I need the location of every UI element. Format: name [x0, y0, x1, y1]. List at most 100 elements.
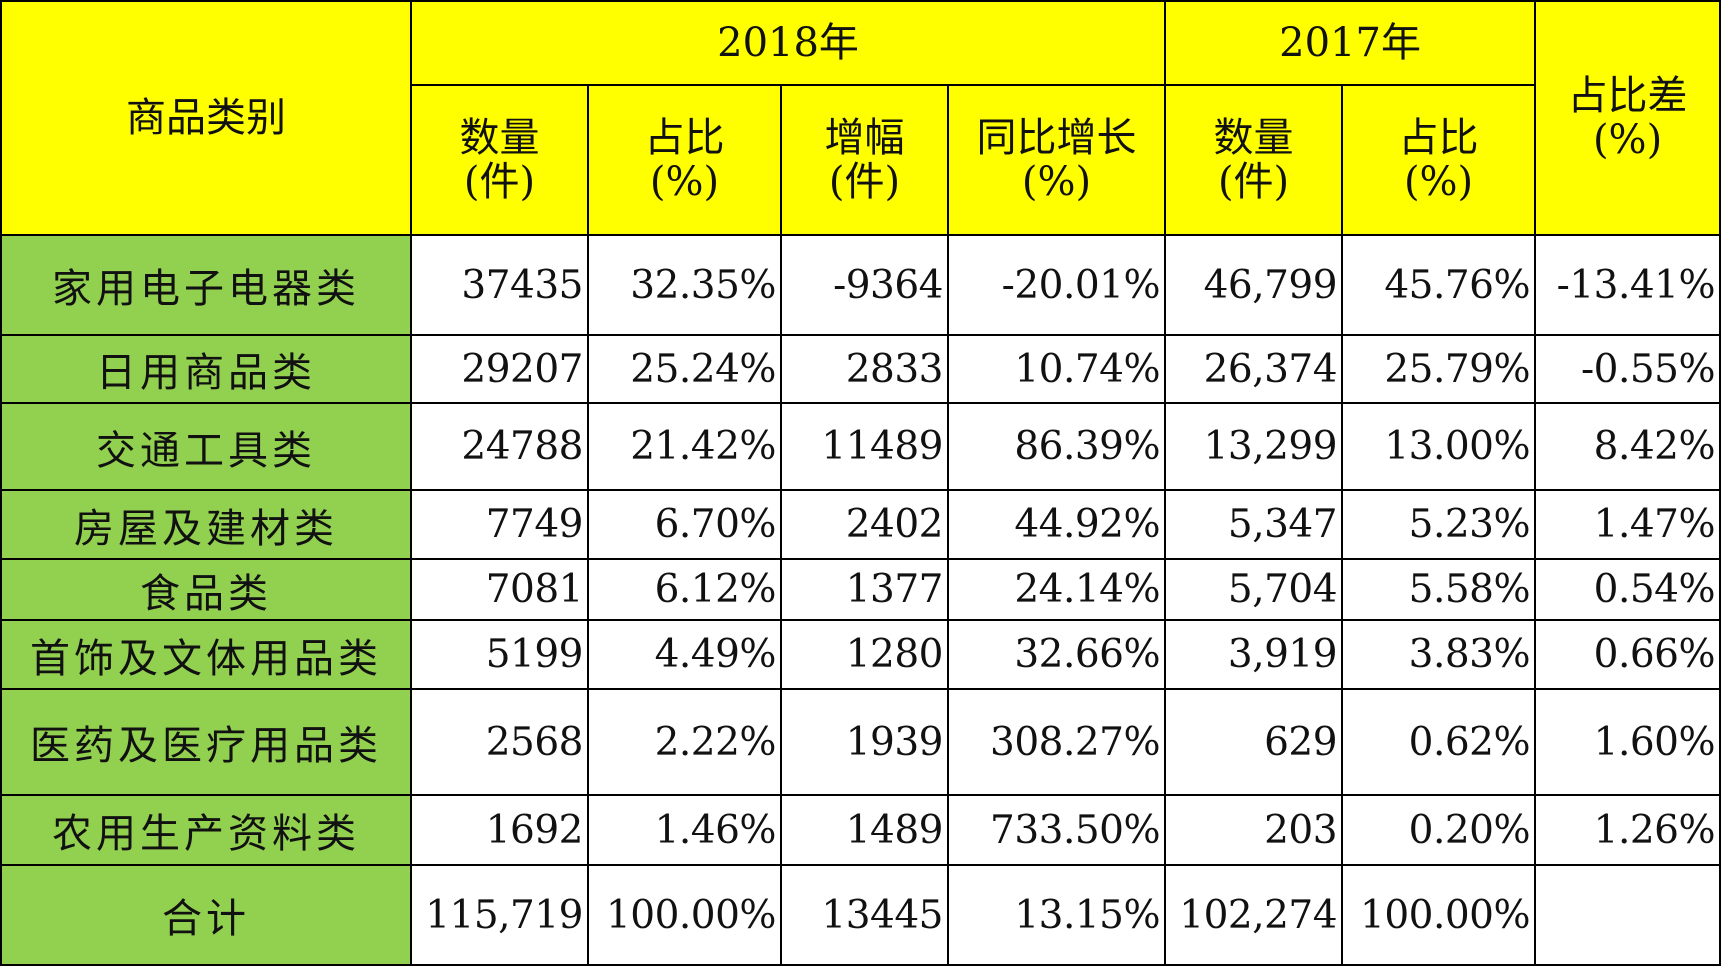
- qty-2017-cell: 102,274: [1164, 864, 1344, 966]
- growth-cell: 1939: [780, 688, 949, 796]
- yoy-cell: 308.27%: [946, 688, 1167, 796]
- share-2018-header-line2: (%): [649, 159, 720, 205]
- qty-2017-cell: 629: [1164, 688, 1344, 796]
- category-cell: 食品类: [0, 558, 412, 621]
- share-2017-cell: 0.62%: [1341, 688, 1537, 796]
- table-row: 食品类 7081 6.12% 1377 24.14% 5,704 5.58% 0…: [0, 558, 1722, 621]
- year-2017-header: 2017年: [1164, 0, 1537, 86]
- share-diff-cell: 1.60%: [1534, 688, 1722, 796]
- yoy-cell: 13.15%: [946, 864, 1167, 966]
- qty-2018-header: 数量 (件): [410, 84, 589, 236]
- qty-2018-header-line2: (件): [463, 159, 536, 205]
- yoy-cell: 32.66%: [946, 619, 1167, 690]
- qty-2018-cell: 7081: [410, 558, 589, 621]
- qty-2017-cell: 203: [1164, 794, 1344, 866]
- qty-2017-header: 数量 (件): [1164, 84, 1344, 236]
- share-diff-cell: 0.66%: [1534, 619, 1722, 690]
- qty-2018-cell: 2568: [410, 688, 589, 796]
- qty-2017-header-line2: (件): [1217, 159, 1290, 205]
- share-2018-cell: 25.24%: [587, 334, 782, 404]
- qty-2017-cell: 46,799: [1164, 234, 1344, 336]
- share-2017-cell: 13.00%: [1341, 402, 1537, 491]
- category-cell: 医药及医疗用品类: [0, 688, 412, 796]
- share-2018-cell: 1.46%: [587, 794, 782, 866]
- qty-2018-header-line1: 数量: [459, 115, 540, 161]
- category-cell: 日用商品类: [0, 334, 412, 404]
- table-row: 家用电子电器类 37435 32.35% -9364 -20.01% 46,79…: [0, 234, 1722, 336]
- share-diff-header: 占比差 (%): [1534, 0, 1722, 236]
- share-diff-cell: 1.26%: [1534, 794, 1722, 866]
- share-2017-header-line2: (%): [1403, 159, 1474, 205]
- growth-cell: -9364: [780, 234, 949, 336]
- category-cell: 房屋及建材类: [0, 489, 412, 560]
- table-row: 房屋及建材类 7749 6.70% 2402 44.92% 5,347 5.23…: [0, 489, 1722, 560]
- table-row: 交通工具类 24788 21.42% 11489 86.39% 13,299 1…: [0, 402, 1722, 491]
- growth-cell: 1280: [780, 619, 949, 690]
- share-diff-cell: 8.42%: [1534, 402, 1722, 491]
- share-2017-cell: 100.00%: [1341, 864, 1537, 966]
- share-2018-header-line1: 占比: [644, 115, 725, 161]
- qty-2018-cell: 29207: [410, 334, 589, 404]
- share-2018-cell: 6.70%: [587, 489, 782, 560]
- category-cell: 首饰及文体用品类: [0, 619, 412, 690]
- share-2017-cell: 5.23%: [1341, 489, 1537, 560]
- qty-2018-cell: 37435: [410, 234, 589, 336]
- growth-cell: 13445: [780, 864, 949, 966]
- yoy-header-line1: 同比增长: [976, 115, 1137, 161]
- share-diff-header-line1: 占比差: [1567, 73, 1688, 119]
- category-cell: 农用生产资料类: [0, 794, 412, 866]
- qty-2017-header-line1: 数量: [1213, 115, 1294, 161]
- qty-2017-cell: 5,704: [1164, 558, 1344, 621]
- share-2017-cell: 25.79%: [1341, 334, 1537, 404]
- qty-2018-cell: 1692: [410, 794, 589, 866]
- qty-2018-cell: 24788: [410, 402, 589, 491]
- yoy-cell: 733.50%: [946, 794, 1167, 866]
- yoy-cell: 44.92%: [946, 489, 1167, 560]
- yoy-cell: 10.74%: [946, 334, 1167, 404]
- qty-2017-cell: 5,347: [1164, 489, 1344, 560]
- qty-2017-cell: 13,299: [1164, 402, 1344, 491]
- share-2018-cell: 6.12%: [587, 558, 782, 621]
- growth-cell: 11489: [780, 402, 949, 491]
- share-2018-header: 占比 (%): [587, 84, 782, 236]
- category-cell: 家用电子电器类: [0, 234, 412, 336]
- yoy-cell: -20.01%: [946, 234, 1167, 336]
- share-2017-header: 占比 (%): [1341, 84, 1537, 236]
- category-header: 商品类别: [0, 0, 412, 236]
- table-row: 医药及医疗用品类 2568 2.22% 1939 308.27% 629 0.6…: [0, 688, 1722, 796]
- share-2017-cell: 5.58%: [1341, 558, 1537, 621]
- share-2017-header-line1: 占比: [1398, 115, 1479, 161]
- table-row: 首饰及文体用品类 5199 4.49% 1280 32.66% 3,919 3.…: [0, 619, 1722, 690]
- share-diff-cell: -0.55%: [1534, 334, 1722, 404]
- growth-cell: 2402: [780, 489, 949, 560]
- category-cell: 合计: [0, 864, 412, 966]
- share-diff-cell: 0.54%: [1534, 558, 1722, 621]
- share-diff-header-line2: (%): [1592, 117, 1663, 163]
- share-2017-cell: 45.76%: [1341, 234, 1537, 336]
- share-2017-cell: 3.83%: [1341, 619, 1537, 690]
- qty-2018-cell: 115,719: [410, 864, 589, 966]
- yoy-header-line2: (%): [1021, 159, 1092, 205]
- table-row-total: 合计 115,719 100.00% 13445 13.15% 102,274 …: [0, 864, 1722, 966]
- share-2018-cell: 2.22%: [587, 688, 782, 796]
- growth-cell: 1489: [780, 794, 949, 866]
- category-cell: 交通工具类: [0, 402, 412, 491]
- growth-cell: 1377: [780, 558, 949, 621]
- share-2018-cell: 4.49%: [587, 619, 782, 690]
- qty-2018-cell: 5199: [410, 619, 589, 690]
- qty-2017-cell: 3,919: [1164, 619, 1344, 690]
- qty-2018-cell: 7749: [410, 489, 589, 560]
- growth-header-line2: (件): [828, 159, 901, 205]
- share-2018-cell: 32.35%: [587, 234, 782, 336]
- share-diff-cell: -13.41%: [1534, 234, 1722, 336]
- share-2018-cell: 100.00%: [587, 864, 782, 966]
- year-2018-header: 2018年: [409, 0, 1167, 86]
- share-diff-cell: [1534, 864, 1722, 966]
- share-2018-cell: 21.42%: [587, 402, 782, 491]
- share-diff-cell: 1.47%: [1534, 489, 1722, 560]
- yoy-cell: 24.14%: [946, 558, 1167, 621]
- qty-2017-cell: 26,374: [1164, 334, 1344, 404]
- table-row: 农用生产资料类 1692 1.46% 1489 733.50% 203 0.20…: [0, 794, 1722, 866]
- growth-cell: 2833: [780, 334, 949, 404]
